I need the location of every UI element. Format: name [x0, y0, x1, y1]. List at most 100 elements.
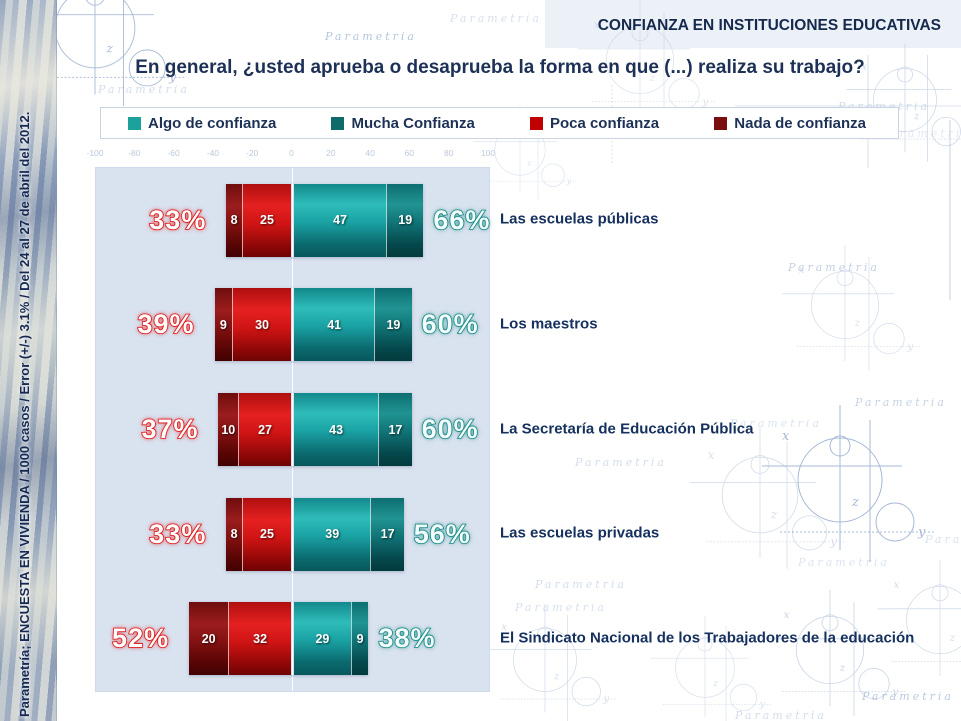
x-axis-tick-label: 100: [480, 148, 496, 158]
parametria-watermark: Parametria: [729, 417, 822, 430]
parametria-watermark: Parametria: [787, 261, 880, 274]
category-label: El Sindicato Nacional de los Trabajadore…: [500, 629, 915, 647]
segment-value-label: 25: [260, 527, 274, 542]
segment-value-label: 8: [230, 527, 238, 542]
parametria-watermark: Parametria: [534, 578, 627, 591]
x-axis-tick-label: -40: [206, 148, 220, 158]
x-axis-ticks: -100 -80 -60 -40 -20 0 20 40 60 80 100: [86, 148, 495, 160]
x-axis-tick-label: 20: [326, 148, 336, 158]
parametria-watermark: Parametria: [449, 12, 542, 25]
report-title: CONFIANZA EN INSTITUCIONES EDUCATIVAS: [597, 17, 941, 34]
bar-segment-mucha: 19: [374, 288, 412, 362]
survey-methodology-note: Parametría; ENCUESTA EN VIVIENDA / 1000 …: [17, 111, 32, 717]
x-axis-tick-label: 80: [443, 148, 454, 158]
x-axis-tick-label: -60: [167, 148, 180, 158]
legend-item-4: Nada de confianza: [714, 115, 866, 132]
legend: Algo de confianza Mucha Confianza Poca con…: [100, 107, 899, 139]
segment-value-label: 20: [201, 631, 216, 646]
bar-segment-poca: 32: [228, 602, 291, 676]
bar-1: 8 25 47 19: [226, 183, 424, 257]
x-axis-tick-label: -20: [246, 148, 259, 158]
bar-4: 8 25 39 17: [226, 497, 404, 571]
zero-axis-line: [292, 168, 293, 691]
segment-value-label: 19: [398, 213, 413, 228]
trust-total-label: 60%: [421, 309, 479, 341]
parametria-watermark: Parametria: [97, 83, 190, 96]
trust-total-label: 66%: [433, 204, 491, 236]
parametria-watermark: Parametria: [797, 556, 890, 569]
legend-swatch-icon: [331, 116, 345, 130]
parametria-watermark: Parametria: [734, 709, 827, 721]
bar-segment-poca: 25: [241, 183, 291, 257]
bar-3: 10 27 43 17: [218, 393, 412, 466]
legend-item-1: Algo de confianza: [128, 115, 276, 132]
category-labels: Las escuelas públicas Los maestros La Secr…: [500, 167, 955, 690]
plot-area: 8 25 47 19 33% 66% 9 30 41 19 39% 60% 10 27 43 17 37% 60%…: [95, 167, 490, 692]
segment-value-label: 30: [255, 317, 270, 332]
segment-value-label: 9: [219, 317, 227, 332]
distrust-total-label: 33%: [148, 518, 207, 550]
parametria-watermark: Parametria: [324, 30, 417, 43]
parametria-watermark: Parametria: [514, 601, 607, 614]
segment-value-label: 19: [386, 317, 401, 332]
trust-total-label: 38%: [378, 622, 436, 654]
bar-5: 20 32 29 9: [189, 602, 369, 676]
distrust-total-label: 39%: [137, 309, 195, 341]
parametria-watermark: Parametria: [854, 396, 947, 409]
segment-value-label: 27: [258, 422, 272, 437]
legend-swatch-icon: [128, 116, 141, 130]
bar-segment-poca: 27: [238, 393, 291, 466]
bar-segment-algo: 43: [293, 393, 379, 466]
legend-item-2: Mucha Confianza: [331, 114, 475, 132]
trust-total-label: 60%: [421, 413, 479, 445]
segment-value-label: 32: [253, 631, 268, 646]
bar-segment-nada: 20: [189, 602, 229, 676]
bar-segment-nada: 10: [218, 393, 239, 466]
bar-segment-mucha: 19: [386, 183, 424, 257]
legend-label: Mucha Confianza: [351, 114, 475, 132]
bar-segment-poca: 30: [232, 288, 291, 362]
category-label: Las escuelas públicas: [500, 210, 659, 228]
bar-segment-nada: 9: [214, 288, 233, 362]
legend-label: Poca confianza: [549, 114, 660, 132]
bar-segment-mucha: 17: [370, 497, 404, 571]
legend-swatch-icon: [529, 116, 543, 130]
legend-item-3: Poca confianza: [529, 114, 660, 132]
segment-value-label: 17: [380, 527, 395, 542]
x-axis-tick-label: -100: [86, 148, 104, 158]
segment-value-label: 29: [315, 631, 330, 646]
legend-swatch-icon: [714, 116, 728, 130]
segment-value-label: 17: [388, 422, 403, 437]
segment-value-label: 25: [260, 213, 274, 228]
bar-segment-poca: 25: [241, 497, 291, 571]
sidebar-artwork: Parametría; ENCUESTA EN VIVIENDA / 1000 …: [0, 0, 57, 721]
bar-2: 9 30 41 19: [214, 288, 412, 362]
bar-segment-algo: 29: [293, 602, 351, 676]
bar-segment-algo: 47: [293, 183, 387, 257]
category-label: Los maestros: [500, 315, 598, 333]
segment-value-label: 41: [327, 317, 342, 332]
legend-label: Nada de confianza: [734, 114, 866, 132]
legend-label: Algo de confianza: [148, 114, 277, 132]
bar-segment-mucha: 17: [378, 393, 412, 466]
bar-segment-algo: 39: [293, 497, 371, 571]
x-axis-tick-label: 60: [404, 148, 415, 158]
segment-value-label: 47: [333, 213, 347, 228]
bar-segment-algo: 41: [293, 288, 375, 362]
bar-segment-nada: 8: [226, 497, 242, 571]
trust-total-label: 56%: [413, 518, 471, 550]
segment-value-label: 39: [325, 527, 340, 542]
parametria-watermark: Parametria: [861, 690, 954, 703]
x-axis-tick-label: 0: [289, 148, 294, 158]
x-axis-tick-label: -80: [128, 148, 141, 158]
parametria-watermark: Parametria: [924, 533, 961, 546]
segment-value-label: 9: [356, 631, 364, 646]
category-label: La Secretaría de Educación Pública: [500, 420, 754, 437]
bar-segment-mucha: 9: [350, 602, 369, 676]
bar-segment-nada: 8: [226, 183, 242, 257]
parametria-watermark: Parametria: [879, 127, 961, 140]
parametria-watermark: Parametria: [574, 456, 667, 469]
distrust-total-label: 52%: [111, 622, 170, 654]
